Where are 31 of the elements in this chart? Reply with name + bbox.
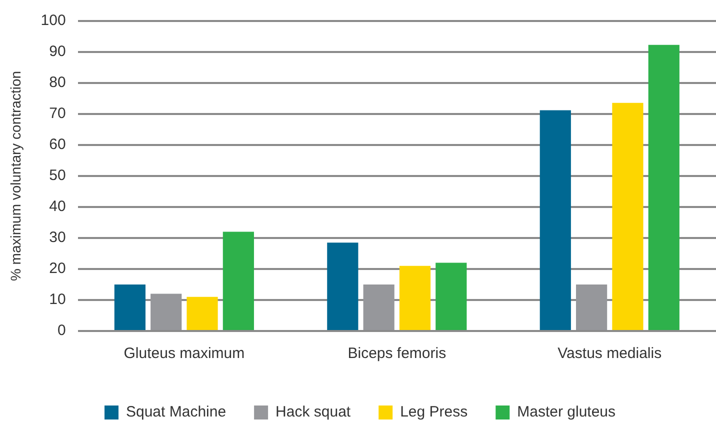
bar	[399, 266, 431, 330]
y-tick-label: 70	[49, 105, 66, 122]
bar	[327, 242, 358, 330]
bar	[363, 284, 394, 330]
y-tick-label: 40	[49, 198, 66, 216]
y-tick-label: 90	[49, 43, 66, 60]
y-tick-label: 80	[49, 74, 66, 92]
y-tick-label: 0	[57, 322, 66, 340]
bar	[436, 262, 467, 330]
bar	[186, 296, 218, 330]
bar	[576, 284, 608, 330]
y-tick-label: 60	[49, 136, 66, 154]
bar	[114, 284, 146, 330]
legend-label: Master gluteus	[517, 404, 616, 421]
y-tick-label: 10	[49, 291, 66, 308]
x-tick-label: Vastus medialis	[558, 345, 662, 362]
bar	[612, 102, 644, 330]
y-tick-label: 100	[40, 12, 66, 30]
legend-label: Leg Press	[400, 404, 468, 421]
bar	[150, 294, 182, 330]
bar	[648, 44, 680, 330]
y-axis-title: % maximum voluntary contraction	[7, 70, 24, 282]
x-tick-label: Biceps femoris	[348, 345, 446, 362]
legend-label: Squat Machine	[126, 404, 226, 421]
y-tick-label: 30	[49, 229, 66, 246]
legend-label: Hack squat	[276, 404, 352, 421]
bar	[222, 232, 254, 330]
x-tick-label: Gluteus maximum	[124, 345, 245, 362]
y-tick-label: 20	[49, 260, 66, 278]
y-tick-label: 50	[49, 167, 66, 184]
bar	[540, 110, 571, 330]
